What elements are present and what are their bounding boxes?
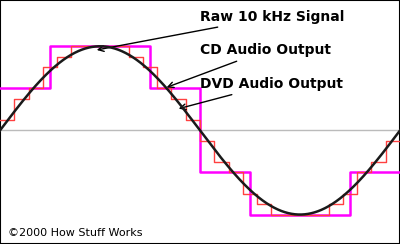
Text: ©2000 How Stuff Works: ©2000 How Stuff Works: [8, 228, 142, 238]
Text: DVD Audio Output: DVD Audio Output: [180, 77, 343, 110]
Text: CD Audio Output: CD Audio Output: [168, 43, 331, 88]
Text: Raw 10 kHz Signal: Raw 10 kHz Signal: [98, 10, 344, 51]
